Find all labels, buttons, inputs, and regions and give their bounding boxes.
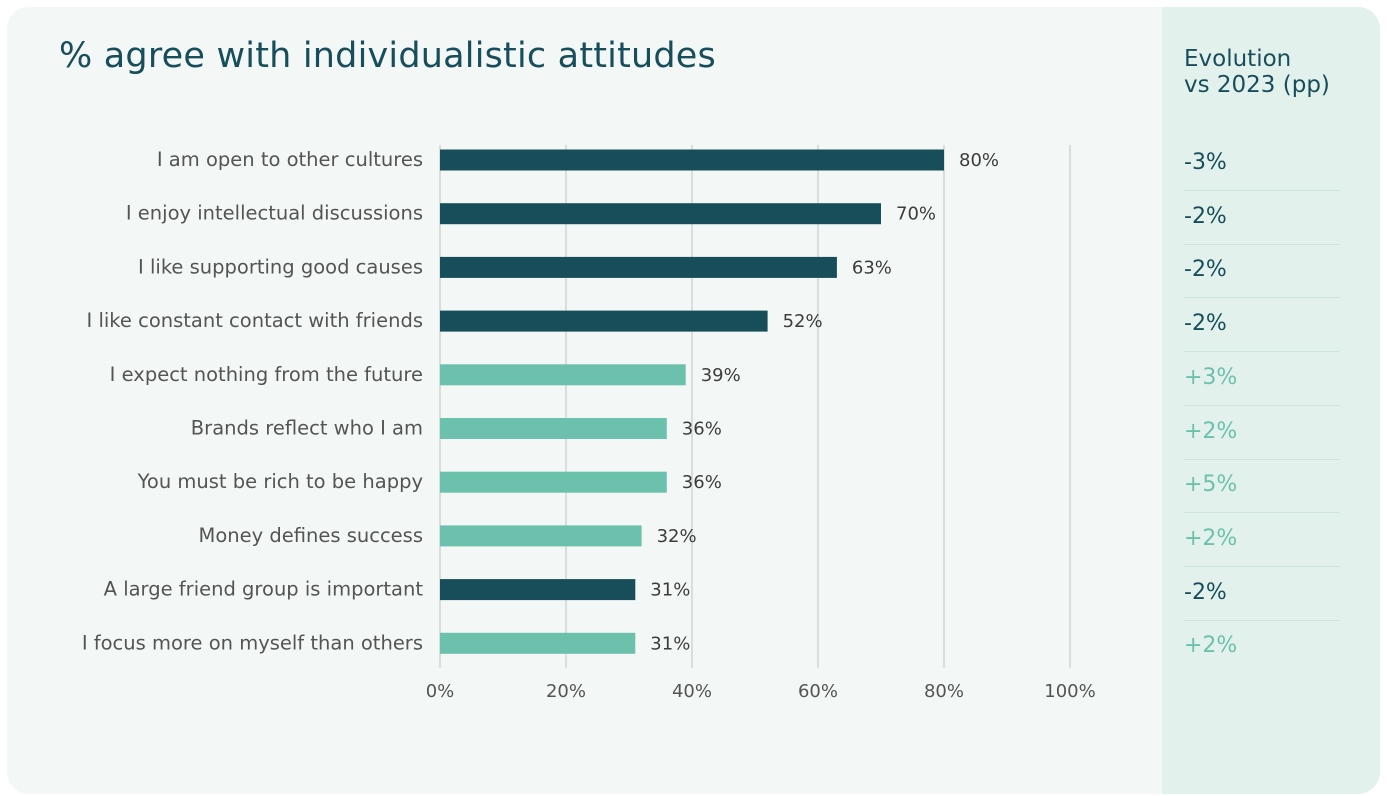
evolution-header-line1: Evolution	[1184, 46, 1292, 72]
evolution-row: -2%	[1184, 243, 1340, 299]
evolution-row: +2%	[1184, 512, 1340, 567]
evolution-row: -2%	[1184, 297, 1340, 353]
bar	[440, 203, 881, 225]
evolution-header-line2: vs 2023 (pp)	[1184, 72, 1330, 98]
category-label: Brands reflect who I am	[191, 417, 423, 440]
x-tick-label: 0%	[426, 681, 455, 702]
category-label: A large friend group is important	[104, 578, 424, 601]
bar	[440, 256, 837, 278]
category-label: You must be rich to be happy	[137, 470, 423, 493]
data-label: 36%	[682, 419, 722, 440]
data-label: 31%	[650, 633, 690, 654]
evolution-row: +2%	[1184, 619, 1340, 673]
evolution-value: +2%	[1184, 525, 1238, 551]
x-tick-label: 80%	[924, 681, 964, 702]
evolution-value: +5%	[1184, 472, 1238, 498]
bar	[440, 418, 667, 439]
evolution-panel	[1162, 7, 1380, 794]
category-label: I am open to other cultures	[157, 148, 423, 171]
bar	[440, 364, 686, 386]
chart-card	[7, 7, 1380, 794]
evolution-value: -3%	[1184, 150, 1227, 175]
chart-title: % agree with individualistic attitudes	[59, 36, 716, 76]
x-tick-label: 20%	[546, 681, 586, 702]
x-tick-label: 60%	[798, 681, 838, 702]
evolution-row: +3%	[1184, 351, 1340, 406]
evolution-value: -2%	[1184, 257, 1227, 283]
data-label: 52%	[783, 311, 823, 332]
evolution-header: Evolution vs 2023 (pp)	[1184, 46, 1330, 98]
evolution-row: -3%	[1184, 136, 1340, 191]
evolution-row: -2%	[1184, 566, 1340, 621]
bar	[440, 579, 636, 601]
bar	[440, 525, 642, 547]
evolution-value: +2%	[1184, 633, 1238, 659]
evolution-value: +2%	[1184, 418, 1238, 444]
bar	[440, 632, 636, 654]
bar	[440, 310, 768, 332]
data-label: 70%	[896, 204, 936, 225]
evolution-row: +5%	[1184, 458, 1340, 514]
evolution-value: -2%	[1184, 311, 1227, 337]
x-tick-label: 100%	[1044, 681, 1095, 702]
data-label: 39%	[701, 365, 741, 386]
data-label: 32%	[657, 526, 697, 547]
category-label: I enjoy intellectual discussions	[126, 202, 423, 225]
data-label: 63%	[852, 257, 892, 278]
x-tick-label: 40%	[672, 681, 712, 702]
category-label: I focus more on myself than others	[82, 631, 423, 654]
bar	[440, 471, 667, 493]
data-label: 31%	[650, 580, 690, 601]
data-label: 36%	[682, 472, 722, 493]
category-label: I like constant contact with friends	[87, 309, 423, 332]
category-label: I like supporting good causes	[138, 255, 423, 278]
bar	[440, 149, 944, 171]
category-label: I expect nothing from the future	[110, 363, 423, 386]
evolution-value: +3%	[1184, 364, 1238, 390]
evolution-value: -2%	[1184, 579, 1227, 605]
evolution-row: -2%	[1184, 190, 1340, 245]
evolution-value: -2%	[1184, 203, 1227, 229]
category-label: Money defines success	[199, 524, 424, 547]
data-label: 80%	[959, 150, 999, 171]
evolution-row: +2%	[1184, 405, 1340, 460]
